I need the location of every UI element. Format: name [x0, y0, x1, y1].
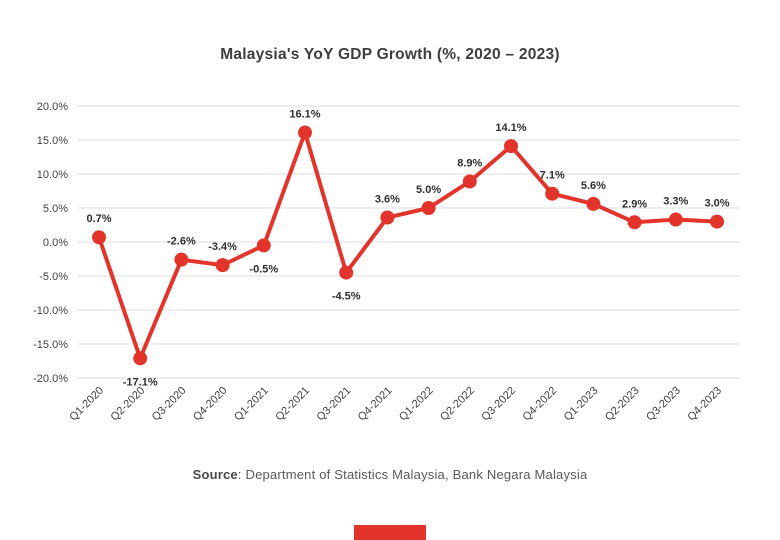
x-axis-tick-label: Q3-2023: [644, 385, 683, 424]
data-point-marker: [627, 215, 642, 230]
data-point-marker: [92, 230, 106, 245]
data-point-marker: [668, 212, 683, 227]
data-point-label: 2.9%: [622, 198, 647, 210]
x-axis-tick-label: Q1-2020: [67, 385, 106, 424]
chart-title: Malaysia's YoY GDP Growth (%, 2020 – 202…: [220, 46, 560, 63]
y-axis-tick-label: -10.0%: [33, 305, 68, 317]
data-point-marker: [174, 252, 189, 267]
x-axis-tick-label: Q2-2020: [109, 385, 148, 424]
data-point-label: 7.1%: [540, 170, 565, 182]
data-point-marker: [586, 196, 601, 211]
y-axis-tick-label: 10.0%: [37, 169, 68, 181]
gdp-growth-line-chart: 20.0% 15.0% 10.0% 5.0% 0.0% -5.0% -10.0% -15.0%…: [33, 101, 740, 424]
data-point-marker: [710, 214, 724, 229]
x-axis-tick-label: Q1-2021: [232, 385, 271, 424]
y-axis-tick-label: 5.0%: [43, 203, 68, 215]
x-axis-tick-label: Q3-2020: [150, 385, 189, 424]
x-axis-tick-label: Q1-2022: [397, 385, 436, 424]
x-axis-tick-label: Q4-2023: [685, 385, 724, 424]
data-point-marker: [298, 125, 312, 140]
x-axis-tick-label: Q4-2021: [356, 385, 395, 424]
data-point-label: 0.7%: [86, 213, 111, 225]
data-point-label: -17.1%: [123, 376, 158, 388]
x-axis-tick-label: Q4-2020: [191, 385, 230, 424]
data-point-marker: [215, 258, 230, 273]
data-point-label: -3.4%: [208, 241, 237, 253]
x-axis-tick-label: Q1-2023: [562, 385, 601, 424]
data-point-marker: [339, 265, 354, 280]
data-point-marker: [462, 174, 477, 189]
x-axis-tick-label: Q4-2022: [521, 385, 560, 424]
data-point-label: 3.6%: [375, 194, 400, 206]
source-label: Source: [192, 467, 238, 482]
data-point-marker: [256, 238, 271, 253]
x-axis-tick-label: Q2-2022: [438, 385, 477, 424]
data-point-label: -0.5%: [249, 263, 278, 275]
source-note: Source: Department of Statistics Malaysi…: [0, 467, 780, 482]
data-point-marker: [380, 210, 395, 225]
data-point-label: 3.0%: [704, 198, 729, 210]
footer-accent-bar: [354, 525, 426, 540]
data-point-marker: [545, 186, 560, 201]
data-point-label: 16.1%: [289, 109, 320, 121]
y-axis-tick-label: -5.0%: [39, 271, 68, 283]
data-point-label: 14.1%: [495, 122, 526, 134]
y-axis-tick-label: -20.0%: [33, 373, 68, 385]
y-axis-tick-label: 20.0%: [37, 101, 68, 113]
x-axis-tick-label: Q3-2022: [479, 385, 518, 424]
source-text: : Department of Statistics Malaysia, Ban…: [237, 467, 588, 482]
y-axis-tick-label: 0.0%: [43, 237, 68, 249]
data-point-label: 5.0%: [416, 184, 441, 196]
data-point-label: 3.3%: [663, 196, 688, 208]
data-point-label: -4.5%: [332, 291, 361, 303]
x-axis-tick-label: Q2-2023: [603, 385, 642, 424]
gdp-growth-line: [97, 130, 719, 361]
data-point-marker: [504, 139, 518, 154]
y-axis-tick-label: 15.0%: [37, 135, 68, 147]
data-point-marker: [421, 201, 436, 215]
x-axis-tick-label: Q3-2021: [315, 385, 354, 424]
data-point-label: 8.9%: [457, 157, 482, 169]
x-axis-tick-label: Q2-2021: [273, 385, 312, 424]
data-point-label: -2.6%: [167, 236, 196, 248]
y-axis-tick-label: -15.0%: [33, 339, 68, 351]
data-point-label: 5.6%: [581, 180, 606, 192]
data-point-marker: [133, 351, 148, 366]
